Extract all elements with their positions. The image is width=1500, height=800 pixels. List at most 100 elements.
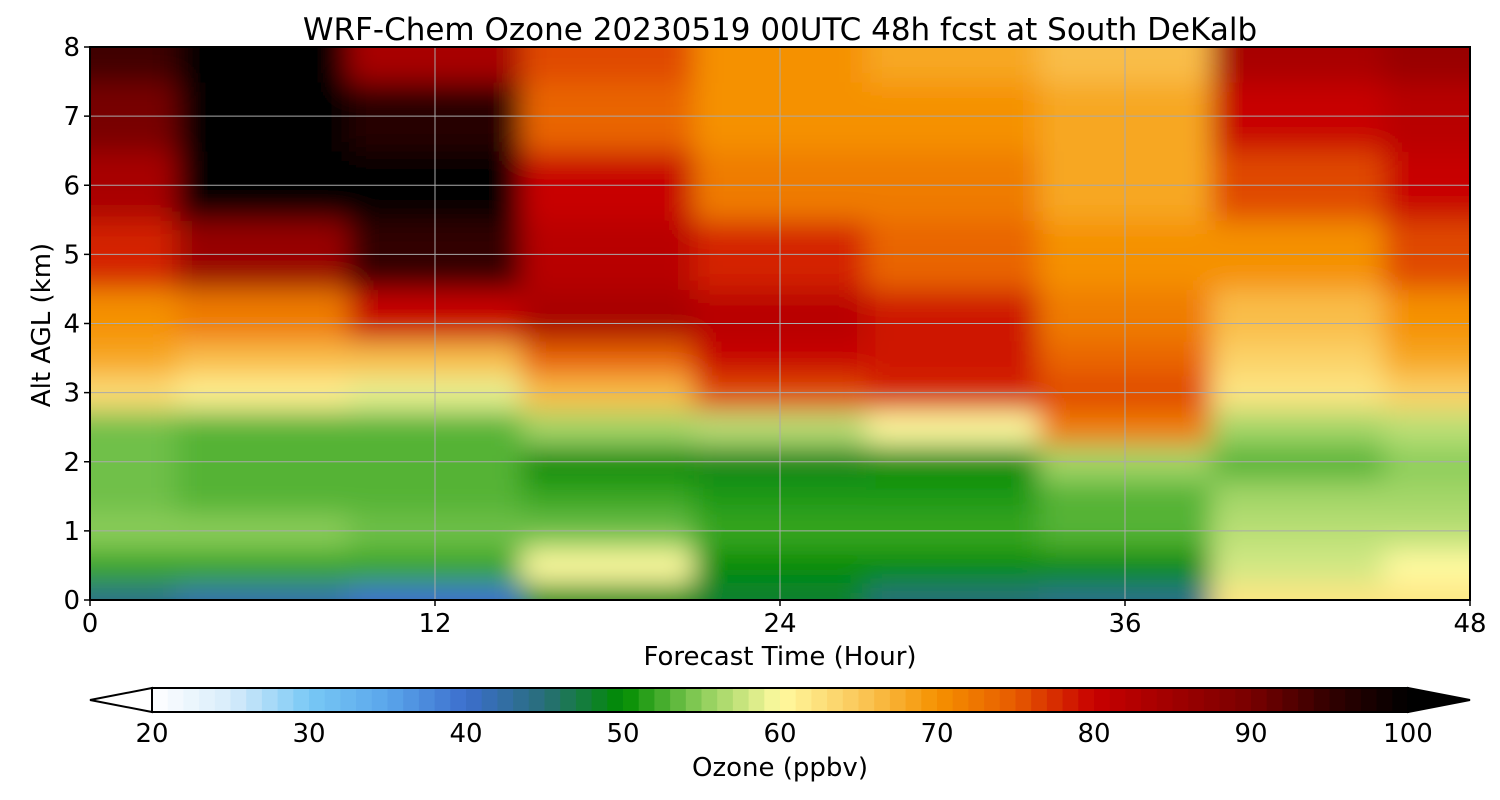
colorbar-step bbox=[418, 688, 436, 712]
y-tick-label: 2 bbox=[63, 448, 80, 478]
y-axis-label: Alt AGL (km) bbox=[27, 243, 57, 407]
heatmap-cell bbox=[866, 409, 1040, 446]
colorbar-step bbox=[1298, 688, 1315, 712]
colorbar-step bbox=[748, 688, 765, 712]
x-tick-label: 12 bbox=[418, 609, 451, 639]
colorbar-step bbox=[544, 688, 561, 712]
colorbar-extend-low bbox=[89, 686, 153, 714]
y-tick-label: 7 bbox=[63, 102, 80, 132]
colorbar-tick-label: 40 bbox=[449, 719, 482, 749]
colorbar-step bbox=[167, 688, 184, 712]
heatmap-cell bbox=[90, 47, 178, 83]
y-tick-label: 4 bbox=[63, 310, 80, 340]
heatmap-cell bbox=[521, 340, 695, 377]
heatmap-cell bbox=[176, 479, 350, 515]
colorbar-step bbox=[309, 688, 326, 712]
colorbar-step bbox=[1266, 688, 1283, 712]
heatmap-cell bbox=[1211, 409, 1385, 446]
heatmap-cell bbox=[176, 47, 350, 83]
colorbar: 20 30 40 50 60 70 80 90 100 Ozone (ppbv) bbox=[89, 686, 1471, 783]
y-tick-label: 6 bbox=[63, 171, 80, 201]
y-tick-label: 5 bbox=[63, 240, 80, 270]
y-tick-label: 0 bbox=[63, 586, 80, 616]
y-axis: 0 1 2 3 4 5 6 7 8 bbox=[63, 33, 90, 616]
heatmap-cell bbox=[90, 548, 178, 584]
colorbar-step bbox=[874, 688, 891, 712]
heatmap-cell bbox=[521, 47, 695, 83]
colorbar-step bbox=[1046, 688, 1064, 712]
colorbar-step bbox=[293, 688, 310, 712]
colorbar-step bbox=[984, 688, 1001, 712]
colorbar-step bbox=[952, 688, 969, 712]
heatmap-cell bbox=[521, 548, 695, 584]
x-tick-label: 36 bbox=[1108, 609, 1141, 639]
colorbar-step bbox=[1031, 688, 1048, 712]
heatmap-cell bbox=[176, 548, 350, 584]
x-tick-label: 48 bbox=[1453, 609, 1486, 639]
colorbar-step bbox=[324, 688, 341, 712]
heatmap-cell bbox=[90, 409, 178, 446]
heatmap-cell bbox=[90, 479, 178, 515]
heatmap-cell bbox=[1383, 582, 1470, 600]
colorbar-step bbox=[905, 688, 922, 712]
heatmap-cell bbox=[176, 582, 350, 600]
colorbar-step bbox=[340, 688, 357, 712]
heatmap-cell bbox=[176, 288, 350, 342]
colorbar-step bbox=[1313, 688, 1331, 712]
colorbar-step bbox=[1188, 688, 1205, 712]
colorbar-step bbox=[638, 688, 655, 712]
colorbar-ticks: 20 30 40 50 60 70 80 90 100 bbox=[135, 719, 1432, 749]
colorbar-step bbox=[371, 688, 389, 712]
colorbar-step bbox=[261, 688, 279, 712]
colorbar-step bbox=[1062, 688, 1079, 712]
colorbar-step bbox=[685, 688, 703, 712]
colorbar-step bbox=[670, 688, 687, 712]
heatmap-cell bbox=[866, 288, 1040, 342]
colorbar-step bbox=[1172, 688, 1189, 712]
colorbar-tick-label: 80 bbox=[1077, 719, 1110, 749]
colorbar-label: Ozone (ppbv) bbox=[692, 753, 868, 783]
heatmap-cell bbox=[1383, 288, 1470, 342]
colorbar-step bbox=[1282, 688, 1299, 712]
heatmap-cell bbox=[521, 409, 695, 446]
heatmap-cell bbox=[1383, 340, 1470, 377]
heatmap-cell bbox=[176, 340, 350, 377]
colorbar-step bbox=[387, 688, 404, 712]
colorbar-step bbox=[1392, 688, 1409, 712]
colorbar-tick-label: 50 bbox=[606, 719, 639, 749]
colorbar-step bbox=[1235, 688, 1252, 712]
heatmap-cell bbox=[1383, 47, 1470, 83]
colorbar-tick-label: 20 bbox=[135, 719, 168, 749]
colorbar-step bbox=[1094, 688, 1111, 712]
x-tick-label: 0 bbox=[82, 609, 99, 639]
x-axis: 0 12 24 36 48 bbox=[82, 600, 1487, 639]
colorbar-step bbox=[1251, 688, 1268, 712]
heatmap-cell bbox=[1211, 582, 1385, 600]
colorbar-step bbox=[481, 688, 498, 712]
colorbar-tick-label: 30 bbox=[292, 719, 325, 749]
colorbar-step bbox=[403, 688, 420, 712]
colorbar-step bbox=[607, 688, 624, 712]
x-tick-label: 24 bbox=[763, 609, 796, 639]
colorbar-step bbox=[999, 688, 1017, 712]
colorbar-step bbox=[842, 688, 860, 712]
colorbar-step bbox=[1078, 688, 1095, 712]
heatmap-cell bbox=[1211, 47, 1385, 83]
colorbar-step bbox=[513, 688, 530, 712]
colorbar-step bbox=[1360, 688, 1378, 712]
colorbar-step bbox=[528, 688, 546, 712]
colorbar-step bbox=[968, 688, 985, 712]
heatmap-cell bbox=[866, 340, 1040, 377]
colorbar-step bbox=[780, 688, 797, 712]
grid bbox=[90, 47, 1470, 600]
colorbar-step bbox=[1156, 688, 1174, 712]
colorbar-tick-label: 70 bbox=[920, 719, 953, 749]
colorbar-step bbox=[717, 688, 734, 712]
colorbar-step bbox=[230, 688, 247, 712]
colorbar-step bbox=[811, 688, 828, 712]
heatmap-cell bbox=[866, 582, 1040, 600]
heatmap-cell bbox=[90, 340, 178, 377]
colorbar-step bbox=[1345, 688, 1362, 712]
heatmap-cell bbox=[176, 409, 350, 446]
